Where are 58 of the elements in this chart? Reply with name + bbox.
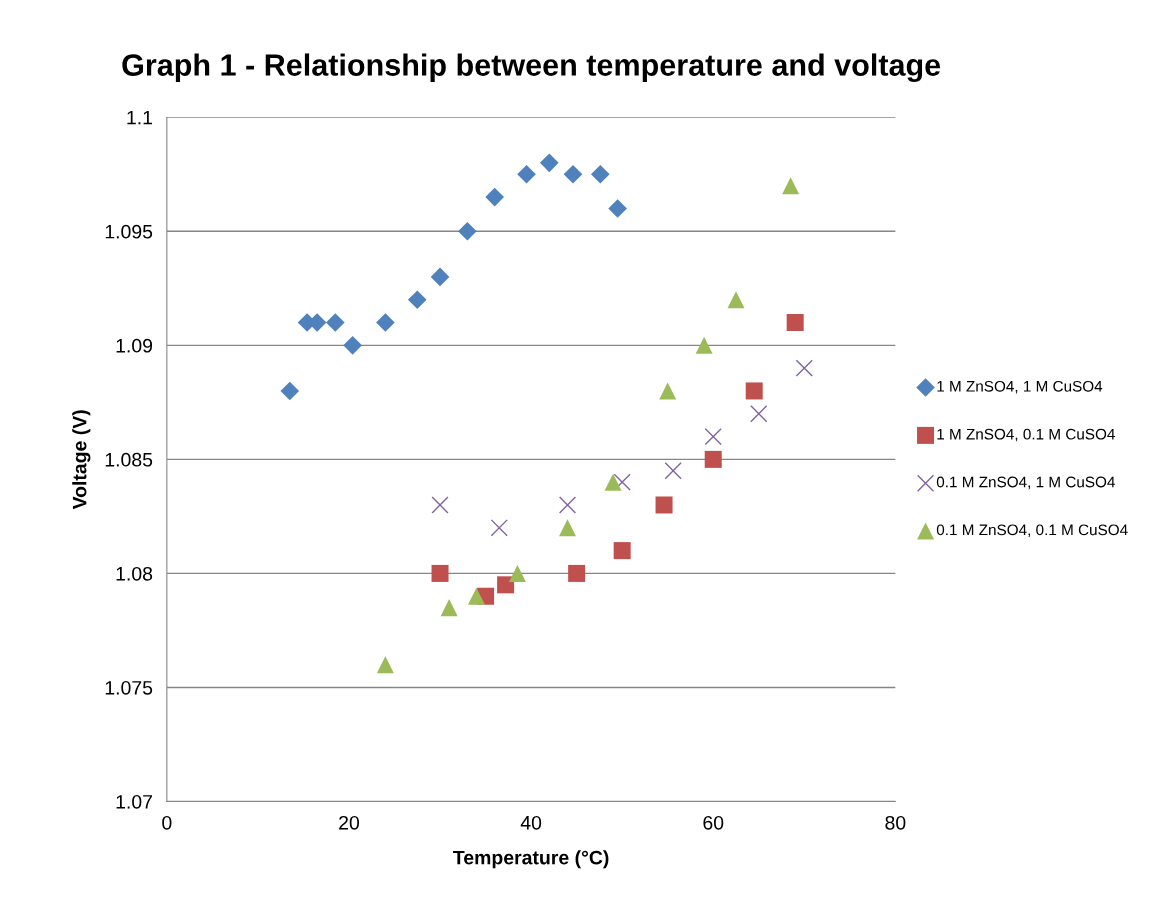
point bbox=[458, 221, 477, 241]
point bbox=[485, 187, 504, 207]
point bbox=[613, 542, 631, 560]
point bbox=[795, 359, 813, 377]
point bbox=[590, 164, 610, 184]
legend-label: 1 M ZnSO4, 1 M CuSO4 bbox=[937, 380, 1103, 394]
point bbox=[568, 564, 586, 582]
point bbox=[430, 267, 450, 287]
point bbox=[431, 564, 449, 582]
point bbox=[704, 450, 722, 468]
point bbox=[517, 164, 536, 184]
point bbox=[467, 587, 485, 605]
y-tick-label: 1.095 bbox=[105, 224, 153, 239]
y-tick-label: 1.085 bbox=[105, 452, 153, 467]
point bbox=[343, 336, 362, 355]
y-tick-label: 1.08 bbox=[116, 566, 153, 581]
x-tick-label: 0 bbox=[162, 815, 172, 830]
point bbox=[407, 290, 427, 310]
point bbox=[664, 462, 682, 480]
point bbox=[608, 199, 627, 218]
point bbox=[490, 519, 508, 537]
point bbox=[559, 519, 577, 537]
point bbox=[745, 382, 763, 400]
point bbox=[508, 564, 526, 582]
point bbox=[750, 405, 768, 423]
chart-title: Graph 1 - Relationship between temperature and voltage bbox=[122, 53, 941, 83]
point bbox=[497, 576, 515, 594]
y-tick-label: 1.07 bbox=[116, 794, 152, 809]
y-tick-label: 1.075 bbox=[105, 680, 153, 695]
point bbox=[558, 496, 577, 514]
point bbox=[440, 599, 458, 617]
y-tick-label: 1.09 bbox=[116, 338, 153, 353]
point bbox=[655, 496, 673, 514]
point bbox=[563, 164, 583, 184]
x-tick-label: 60 bbox=[703, 815, 724, 830]
point bbox=[704, 427, 722, 446]
point bbox=[540, 153, 559, 173]
legend-label: 0.1 M ZnSO4, 1 M CuSO4 bbox=[936, 476, 1115, 490]
point bbox=[786, 314, 804, 332]
point bbox=[695, 336, 713, 354]
point bbox=[613, 473, 631, 491]
x-tick-label: 20 bbox=[339, 815, 360, 830]
x-tick-label: 40 bbox=[520, 815, 542, 830]
x-axis-title: Temperature (°C) bbox=[453, 850, 609, 869]
legend-label: 0.1 M ZnSO4, 0.1 M CuSO4 bbox=[936, 524, 1128, 538]
point bbox=[280, 381, 300, 401]
point bbox=[376, 313, 395, 332]
y-tick-label: 1.1 bbox=[127, 110, 153, 125]
legend-label: 1 M ZnSO4, 0.1 M CuSO4 bbox=[937, 428, 1115, 442]
point bbox=[782, 177, 800, 195]
point bbox=[604, 473, 622, 491]
point bbox=[659, 382, 677, 400]
point bbox=[376, 656, 394, 674]
point bbox=[431, 496, 449, 514]
y-axis-title: Voltage (V) bbox=[72, 410, 91, 510]
point bbox=[326, 313, 345, 332]
point bbox=[727, 291, 745, 309]
x-tick-label: 80 bbox=[885, 815, 906, 830]
